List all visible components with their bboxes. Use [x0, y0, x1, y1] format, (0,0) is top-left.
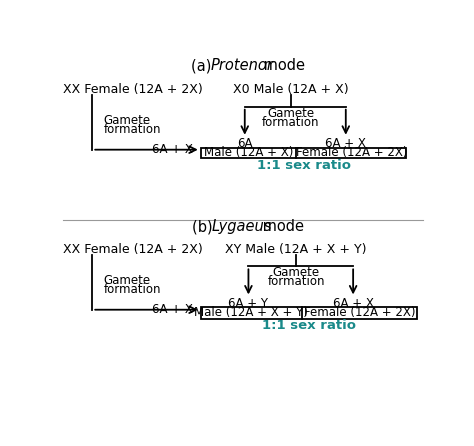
Text: (b): (b) [192, 219, 217, 235]
Text: mode: mode [258, 219, 304, 235]
Text: Gamete: Gamete [273, 266, 320, 279]
Text: formation: formation [103, 123, 161, 136]
Text: 6A: 6A [237, 137, 253, 150]
Text: XY Male (12A + X + Y): XY Male (12A + X + Y) [226, 244, 367, 256]
Text: X0 Male (12A + X): X0 Male (12A + X) [233, 83, 348, 96]
Text: formation: formation [103, 283, 161, 296]
Bar [201, 307, 418, 318]
Text: formation: formation [262, 116, 319, 129]
Text: Gamete: Gamete [103, 274, 150, 287]
Text: 1:1 sex ratio: 1:1 sex ratio [256, 159, 351, 172]
Text: Male (12A + X): Male (12A + X) [204, 146, 293, 159]
Text: XX Female (12A + 2X): XX Female (12A + 2X) [63, 83, 203, 96]
Text: 6A + X: 6A + X [153, 303, 193, 316]
Text: Gamete: Gamete [103, 114, 150, 127]
Text: Female (12A + 2X): Female (12A + 2X) [296, 146, 407, 159]
Text: 6A + X: 6A + X [325, 137, 366, 150]
Bar [201, 148, 406, 158]
Text: formation: formation [267, 275, 325, 289]
Text: mode: mode [259, 58, 305, 73]
Text: (a): (a) [191, 58, 216, 73]
Text: 6A + X: 6A + X [333, 297, 374, 310]
Text: 6A + Y: 6A + Y [228, 297, 268, 310]
Text: XX Female (12A + 2X): XX Female (12A + 2X) [63, 244, 203, 256]
Text: 1:1 sex ratio: 1:1 sex ratio [262, 319, 356, 332]
Text: Protenor: Protenor [210, 58, 273, 73]
Text: 6A + X: 6A + X [153, 143, 193, 156]
Text: Gamete: Gamete [267, 107, 314, 120]
Text: Male (12A + X + Y): Male (12A + X + Y) [194, 306, 308, 319]
Text: Lygaeus: Lygaeus [211, 219, 272, 235]
Text: Female (12A + 2X): Female (12A + 2X) [304, 306, 415, 319]
